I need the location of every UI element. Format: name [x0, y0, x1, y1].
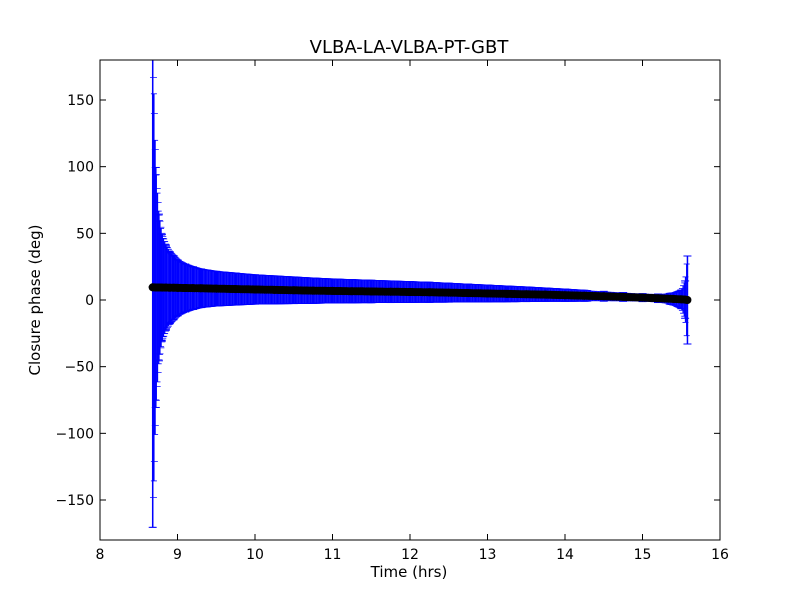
x-tick-label: 9	[173, 547, 182, 563]
x-tick-label: 10	[246, 547, 264, 563]
y-tick-label: −150	[56, 493, 94, 509]
data-point	[270, 285, 279, 294]
x-tick-label: 14	[556, 547, 574, 563]
x-tick-label: 11	[324, 547, 342, 563]
data-point	[367, 287, 376, 296]
x-tick-label: 13	[479, 547, 497, 563]
data-point	[522, 290, 531, 299]
data-point	[619, 292, 628, 301]
y-axis-label: Closure phase (deg)	[26, 225, 44, 376]
data-point	[189, 284, 197, 293]
axis-ticks: 8 9 10 11 12 13 14 15 16 150 100 50 0 −50 −100 −150	[56, 60, 729, 563]
y-tick-label: −50	[64, 360, 94, 376]
data-point	[638, 293, 647, 302]
data-point	[289, 286, 298, 295]
data-point	[464, 289, 473, 298]
x-tick-label: 8	[96, 547, 105, 563]
data-point	[309, 286, 318, 295]
data-point	[444, 288, 453, 297]
y-tick-label: 150	[67, 93, 94, 109]
data-point	[406, 288, 414, 296]
data-point	[654, 294, 662, 303]
data-point	[231, 285, 240, 294]
data-point	[599, 292, 608, 301]
y-tick-label: 0	[85, 293, 94, 309]
x-tick-label: 16	[711, 547, 729, 563]
chart-title: VLBA-LA-VLBA-PT-GBT	[310, 37, 510, 58]
data-point	[561, 291, 569, 300]
data-point	[181, 284, 190, 292]
y-tick-label: −100	[56, 426, 94, 442]
data-point	[251, 285, 259, 294]
y-tick-label: 50	[76, 226, 94, 242]
data-point	[425, 288, 434, 297]
data-point	[212, 284, 221, 293]
data-point	[196, 284, 205, 293]
errorbar-cap-ticks	[149, 77, 181, 498]
data-point	[683, 296, 692, 304]
data-point	[386, 287, 395, 296]
x-tick-label: 12	[401, 547, 419, 563]
data-point	[483, 289, 492, 298]
errorbars	[148, 60, 692, 528]
data-point	[502, 289, 511, 298]
data-point	[328, 286, 337, 295]
y-tick-label: 100	[67, 160, 94, 176]
data-point	[173, 283, 182, 292]
data-point	[669, 294, 678, 303]
data-points	[148, 283, 692, 304]
plot-area	[99, 59, 721, 541]
data-point	[580, 291, 589, 300]
x-axis-label: Time (hrs)	[370, 563, 448, 581]
data-point	[541, 290, 550, 299]
data-point	[347, 287, 356, 296]
x-tick-label: 15	[634, 547, 652, 563]
